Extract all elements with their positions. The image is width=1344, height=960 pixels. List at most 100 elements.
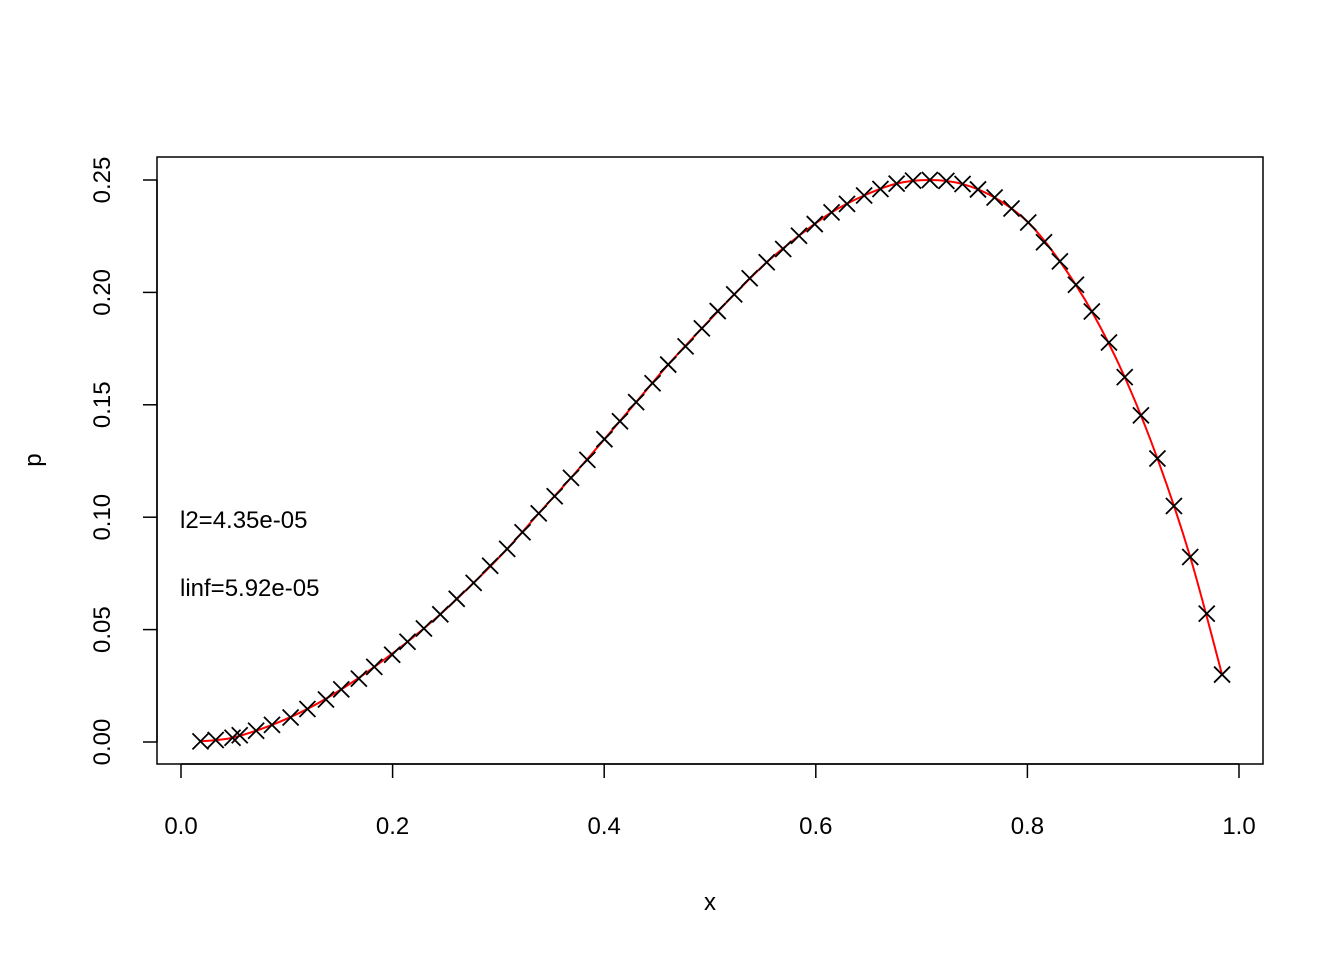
data-point <box>530 504 548 523</box>
data-point <box>546 487 564 505</box>
data-point-stroke <box>281 708 300 727</box>
data-point-stroke <box>1051 252 1069 271</box>
data-point-stroke <box>1165 497 1183 515</box>
data-point <box>1067 276 1085 294</box>
data-point-stroke <box>191 732 210 750</box>
x-tick-label: 0.0 <box>164 813 197 840</box>
data-point-stroke <box>953 175 972 193</box>
data-point <box>774 240 792 258</box>
data-point-stroke <box>398 633 417 651</box>
annotation-linf: linf=5.92e-05 <box>180 575 319 602</box>
data-point <box>595 430 614 448</box>
data-point <box>498 540 516 558</box>
data-point-stroke <box>838 195 856 213</box>
data-point <box>1165 497 1183 515</box>
data-point <box>790 227 808 245</box>
data-point-stroke <box>1019 213 1037 232</box>
data-point <box>332 680 350 699</box>
data-point-stroke <box>1067 276 1085 294</box>
data-point <box>904 172 922 190</box>
data-point-stroke <box>611 412 629 430</box>
data-point-stroke <box>546 487 564 505</box>
x-axis: 0.0 0.2 0.4 0.6 0.8 1.0 <box>164 763 1256 840</box>
data-point-stroke <box>806 215 824 233</box>
data-point <box>969 180 987 199</box>
data-point-stroke <box>741 269 759 287</box>
y-tick-label: 0.00 <box>89 719 116 766</box>
data-point-stroke <box>1213 665 1231 684</box>
data-point-stroke <box>627 393 645 411</box>
data-point <box>298 700 317 718</box>
data-point <box>281 708 300 727</box>
data-point <box>1083 302 1101 321</box>
x-tick-label: 1.0 <box>1222 813 1255 840</box>
data-point-stroke <box>887 174 906 193</box>
data-point <box>871 180 890 198</box>
data-point-stroke <box>465 574 483 592</box>
data-point <box>448 590 466 608</box>
data-point-stroke <box>350 669 368 688</box>
data-point-stroke <box>1181 548 1199 566</box>
data-point-stroke <box>790 227 808 245</box>
data-point <box>937 172 955 190</box>
data-point <box>317 690 335 709</box>
data-point-stroke <box>207 731 225 749</box>
y-tick-label: 0.20 <box>89 269 116 316</box>
data-point-stroke <box>317 690 335 709</box>
y-tick-label: 0.10 <box>89 494 116 541</box>
data-point <box>365 658 383 676</box>
data-point <box>659 355 677 374</box>
data-point-stroke <box>365 658 383 676</box>
data-point <box>693 319 711 338</box>
y-axis-title: p <box>20 453 47 466</box>
data-point <box>1132 406 1150 425</box>
data-point-stroke <box>659 355 677 374</box>
data-point-stroke <box>871 180 890 198</box>
data-point <box>676 337 695 355</box>
data-point <box>921 171 939 189</box>
data-point <box>383 646 401 664</box>
data-point-stroke <box>231 726 249 744</box>
data-point-stroke <box>969 180 987 199</box>
data-point-stroke <box>1100 333 1118 352</box>
data-point <box>562 469 580 487</box>
data-point <box>1181 548 1199 566</box>
data-point <box>627 393 645 411</box>
y-tick-label: 0.15 <box>89 381 116 428</box>
x-tick-label: 0.4 <box>588 813 621 840</box>
y-axis: 0.00 0.05 0.10 0.15 0.20 0.25 <box>89 157 158 766</box>
data-point-stroke <box>513 523 532 541</box>
data-point <box>350 669 368 688</box>
data-point-stroke <box>904 172 922 190</box>
data-point <box>1051 252 1069 271</box>
data-point <box>806 215 824 233</box>
data-point <box>1035 233 1053 251</box>
data-point <box>465 574 483 592</box>
data-point-stroke <box>263 716 281 734</box>
data-point-stroke <box>1035 233 1053 251</box>
data-point-stroke <box>530 504 548 523</box>
x-tick-label: 0.2 <box>376 813 409 840</box>
data-point-stroke <box>1198 605 1216 623</box>
data-point <box>1116 368 1134 386</box>
data-point-stroke <box>498 540 516 558</box>
data-point-stroke <box>693 319 711 338</box>
data-point <box>822 203 841 222</box>
data-point <box>1213 665 1231 684</box>
data-point-stroke <box>298 700 317 718</box>
data-point-stroke <box>1116 368 1134 386</box>
data-point-stroke <box>431 605 449 623</box>
data-point <box>415 619 433 638</box>
data-point <box>1100 333 1118 352</box>
data-point <box>231 726 249 744</box>
data-point-stroke <box>1083 302 1101 321</box>
data-point-stroke <box>709 302 727 320</box>
data-point-stroke <box>822 203 841 222</box>
data-point <box>207 731 225 749</box>
data-point <box>513 523 532 541</box>
annotation-l2: l2=4.35e-05 <box>180 507 307 534</box>
data-point <box>838 195 856 213</box>
data-point <box>431 605 449 623</box>
